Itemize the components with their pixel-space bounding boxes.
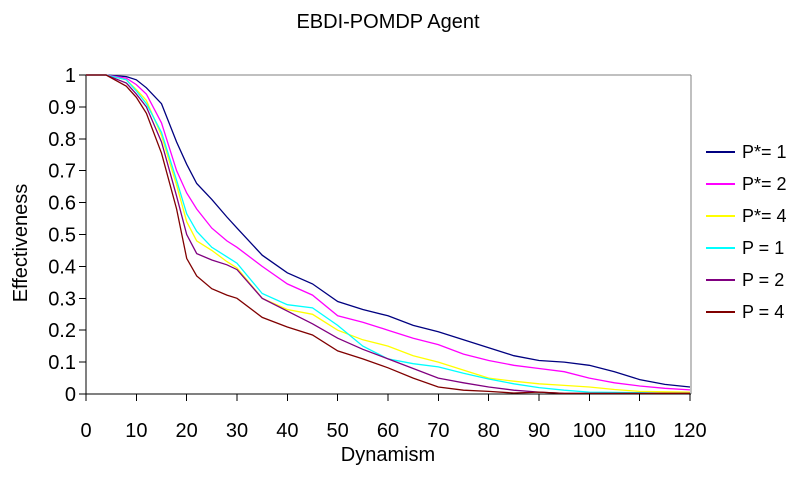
legend-item: P*= 4 (706, 200, 787, 232)
series-line-1 (86, 74, 691, 391)
legend-line-swatch (706, 151, 735, 153)
x-tick-label: 20 (176, 420, 198, 442)
legend-line-swatch (706, 215, 735, 217)
x-tick-label: 100 (573, 420, 606, 442)
x-axis-title: Dynamism (340, 444, 436, 466)
series-line-5 (86, 74, 690, 395)
series-line-0 (86, 74, 691, 388)
x-tick-label: 0 (80, 420, 91, 442)
legend-label: P*= 1 (742, 141, 787, 162)
legend-label: P = 2 (742, 269, 785, 290)
legend-item: P*= 2 (706, 168, 787, 200)
x-tick-label: 70 (427, 420, 449, 442)
x-tick-label: 80 (478, 420, 500, 442)
x-tick-label: 30 (226, 420, 248, 442)
legend-item: P = 1 (706, 232, 787, 264)
y-tick-label: 0.7 (48, 161, 76, 183)
legend-line-swatch (706, 311, 735, 313)
y-tick-label: 0.1 (48, 352, 76, 374)
legend-item: P = 2 (706, 264, 787, 296)
x-tick-label: 50 (327, 420, 349, 442)
x-tick-label: 10 (125, 420, 147, 442)
y-tick-label: 0.3 (48, 288, 76, 310)
legend-label: P = 4 (742, 301, 785, 322)
legend-label: P = 1 (742, 237, 785, 258)
y-tick-label: 0.2 (48, 320, 76, 342)
x-tick-label: 110 (624, 420, 656, 442)
legend-item: P = 4 (706, 296, 787, 328)
legend-label: P*= 4 (742, 205, 787, 226)
legend-line-swatch (706, 247, 735, 249)
x-tick-label: 60 (377, 420, 399, 442)
legend-line-swatch (706, 183, 735, 185)
y-tick-label: 0.5 (48, 225, 76, 247)
y-tick-label: 0.8 (48, 129, 76, 151)
y-tick-label: 0.6 (48, 193, 76, 215)
legend-line-swatch (706, 279, 735, 281)
y-tick-label: 0.4 (48, 256, 76, 278)
y-tick-label: 0 (65, 384, 76, 406)
legend: P*= 1 P*= 2 P*= 4 P = 1 P = 2 P = 4 (706, 136, 787, 328)
x-tick-label: 90 (528, 420, 550, 442)
legend-item: P*= 1 (706, 136, 787, 168)
legend-label: P*= 2 (742, 173, 787, 194)
x-tick-label: 120 (673, 420, 706, 442)
y-tick-label: 0.9 (48, 97, 76, 119)
chart-title: EBDI-POMDP Agent (296, 11, 480, 33)
x-tick-label: 40 (276, 420, 298, 442)
y-tick-label: 1 (65, 65, 76, 87)
series-line-2 (86, 74, 691, 393)
series-line-3 (86, 74, 690, 395)
